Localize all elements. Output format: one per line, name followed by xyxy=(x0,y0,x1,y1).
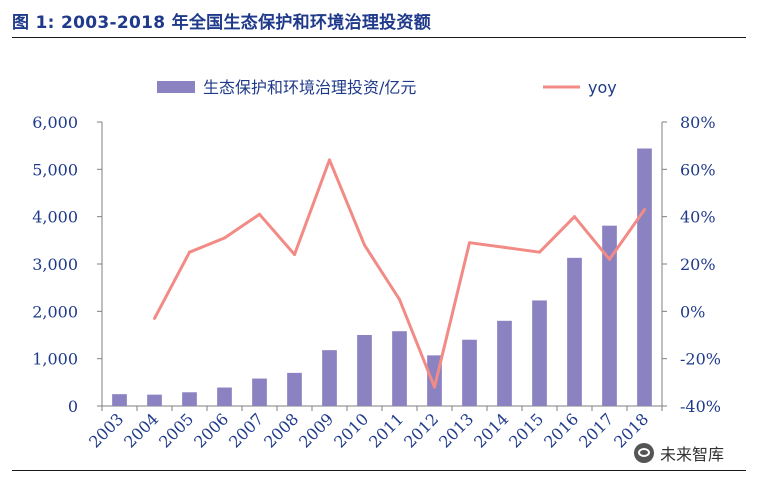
right-y-tick-label: 80% xyxy=(680,113,716,132)
x-tick-label: 2003 xyxy=(85,409,127,451)
bar xyxy=(392,331,407,406)
x-tick-label: 2011 xyxy=(365,409,407,451)
bar xyxy=(287,372,302,406)
x-tick-label: 2012 xyxy=(400,409,442,451)
bar xyxy=(567,257,582,406)
bar xyxy=(252,378,267,406)
right-y-tick-label: 0% xyxy=(680,302,705,321)
x-tick-label: 2017 xyxy=(575,409,617,451)
bar xyxy=(357,335,372,406)
bar xyxy=(602,225,617,406)
left-y-tick-label: 1,000 xyxy=(32,350,78,369)
right-y-tick-label: 40% xyxy=(680,208,716,227)
yoy-point xyxy=(503,245,506,249)
yoy-point xyxy=(328,158,331,162)
watermark-text: 未来智库 xyxy=(660,445,725,464)
yoy-point xyxy=(573,215,576,219)
right-y-tick-label: -20% xyxy=(680,350,721,369)
x-tick-label: 2006 xyxy=(190,409,232,451)
x-tick-label: 2004 xyxy=(120,409,162,451)
yoy-point xyxy=(468,241,471,245)
wechat-icon xyxy=(634,443,654,463)
bar xyxy=(497,320,512,406)
left-y-axis-labels: 0 1,000 2,000 3,000 4,000 5,000 6,000 xyxy=(32,113,78,416)
left-y-tick-label: 6,000 xyxy=(32,113,78,132)
bottom-rule xyxy=(12,470,746,471)
left-y-tick-label: 0 xyxy=(68,397,78,416)
left-y-tick-label: 2,000 xyxy=(32,302,78,321)
bar xyxy=(637,148,652,407)
bar xyxy=(182,392,197,406)
bar-series xyxy=(112,148,652,407)
right-y-tick-label: 60% xyxy=(680,160,716,179)
x-tick-label: 2008 xyxy=(260,409,302,451)
left-y-tick-label: 5,000 xyxy=(32,160,78,179)
x-tick-label: 2013 xyxy=(435,409,477,451)
right-y-tick-label: 20% xyxy=(680,255,716,274)
title-rule xyxy=(12,37,746,38)
x-tick-label: 2007 xyxy=(225,409,267,451)
yoy-point xyxy=(153,316,156,320)
x-tick-label: 2005 xyxy=(155,409,197,451)
right-y-axis-labels: -40% -20% 0% 20% 40% 60% 80% xyxy=(680,113,721,416)
yoy-point xyxy=(538,250,541,254)
yoy-point xyxy=(293,253,296,257)
bar xyxy=(532,300,547,406)
bar xyxy=(217,387,232,406)
bar xyxy=(462,339,477,406)
x-axis-labels: 2003200420052006200720082009201020112012… xyxy=(85,409,652,451)
x-tick-label: 2009 xyxy=(295,409,337,451)
bar xyxy=(322,350,337,406)
yoy-point xyxy=(643,208,646,212)
yoy-point xyxy=(258,212,261,216)
yoy-point xyxy=(608,257,611,261)
watermark: 未来智库 xyxy=(634,441,724,465)
yoy-point xyxy=(398,298,401,301)
x-tick-label: 2014 xyxy=(470,409,512,451)
yoy-point xyxy=(188,250,191,254)
left-y-tick-label: 3,000 xyxy=(32,255,78,274)
legend-bar-label: 生态保护和环境治理投资/亿元 xyxy=(203,78,416,97)
yoy-point xyxy=(363,243,366,247)
bar xyxy=(112,394,127,406)
yoy-point xyxy=(433,385,436,389)
figure-title: 图 1: 2003-2018 年全国生态保护和环境治理投资额 xyxy=(12,13,432,33)
x-tick-label: 2016 xyxy=(540,409,582,451)
right-y-tick-label: -40% xyxy=(680,397,721,416)
x-tick-label: 2010 xyxy=(330,409,372,451)
legend-line-label: yoy xyxy=(588,78,617,97)
yoy-point xyxy=(223,236,226,240)
bar xyxy=(147,394,162,406)
left-y-tick-label: 4,000 xyxy=(32,208,78,227)
legend-bar-swatch xyxy=(157,81,195,93)
line-series xyxy=(153,158,646,389)
x-tick-label: 2015 xyxy=(505,409,547,451)
legend: 生态保护和环境治理投资/亿元 yoy xyxy=(157,78,617,97)
